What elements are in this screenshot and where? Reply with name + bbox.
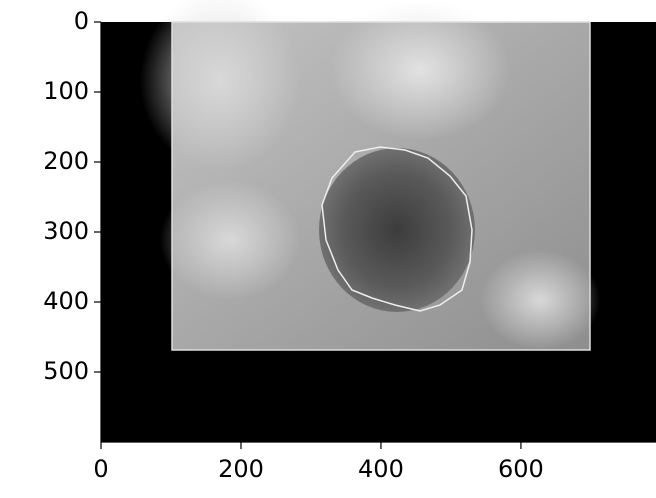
y-tick-label: 500 [43,357,89,385]
image [140,0,600,351]
y-tick-label: 400 [43,287,89,315]
y-tick-label: 100 [43,77,89,105]
x-tick-label: 0 [93,455,108,483]
x-tick-label: 200 [218,455,264,483]
y-tick-label: 0 [74,7,89,35]
x-tick-label: 600 [498,455,544,483]
x-tick-label: 400 [358,455,404,483]
y-tick-label: 300 [43,217,89,245]
y-tick-label: 200 [43,147,89,175]
